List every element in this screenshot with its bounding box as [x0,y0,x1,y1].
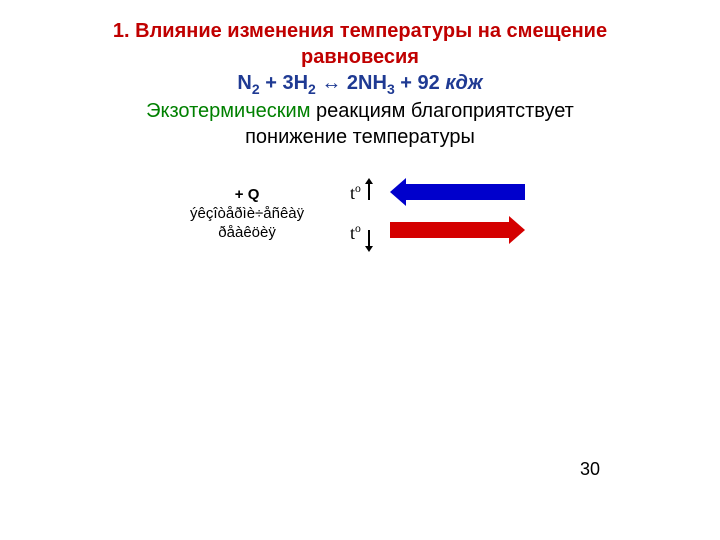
title-line-1: 1. Влияние изменения температуры на смещ… [40,18,680,44]
eq-unit: кдж [445,72,482,94]
temperature-column: to to [350,180,380,248]
eq-mid2: ↔ 2NH [316,72,387,94]
red-right-arrow-icon [390,222,525,238]
q-label: + Q [190,186,304,205]
note-line-1: Экзотермическим реакциям благоприятствуе… [40,98,680,124]
t-up-label: to [350,182,361,204]
note-line-2: понижение температуры [40,124,680,150]
q-block: + Q ýêçîòåðìè÷åñêàÿ ðåàêöèÿ [190,186,304,242]
t-up-item: to [350,180,380,208]
title-line-2: равновесия [40,44,680,70]
eq-mid1: + 3H [260,72,308,94]
eq-suffix: + 92 [395,72,446,94]
arrow-up-icon [368,182,370,200]
garbled-text-2: ðåàêöèÿ [190,224,304,243]
note1-rest: реакциям благоприятствует [310,100,573,122]
red-arrow-shaft [390,222,513,238]
garbled-text-1: ýêçîòåðìè÷åñêàÿ [190,205,304,224]
eq-n: N [237,72,251,94]
t-down-label: to [350,222,361,244]
red-arrow-head [509,216,525,244]
t-down-item: to [350,220,380,248]
blue-left-arrow-icon [390,184,525,200]
slide-content: 1. Влияние изменения температуры на смещ… [0,0,720,290]
eq-sub2: 2 [308,81,316,97]
eq-sub3: 3 [387,81,395,97]
arrow-down-icon [368,230,370,248]
title-block: 1. Влияние изменения температуры на смещ… [40,18,680,150]
temperature-diagram: + Q ýêçîòåðìè÷åñêàÿ ðåàêöèÿ to to [190,180,530,290]
equation-line: N2 + 3H2 ↔ 2NH3 + 92 кдж [40,70,680,98]
blue-arrow-shaft [402,184,525,200]
eq-sub1: 2 [252,81,260,97]
page-number: 30 [580,459,600,480]
exo-word: Экзотермическим [146,100,310,122]
